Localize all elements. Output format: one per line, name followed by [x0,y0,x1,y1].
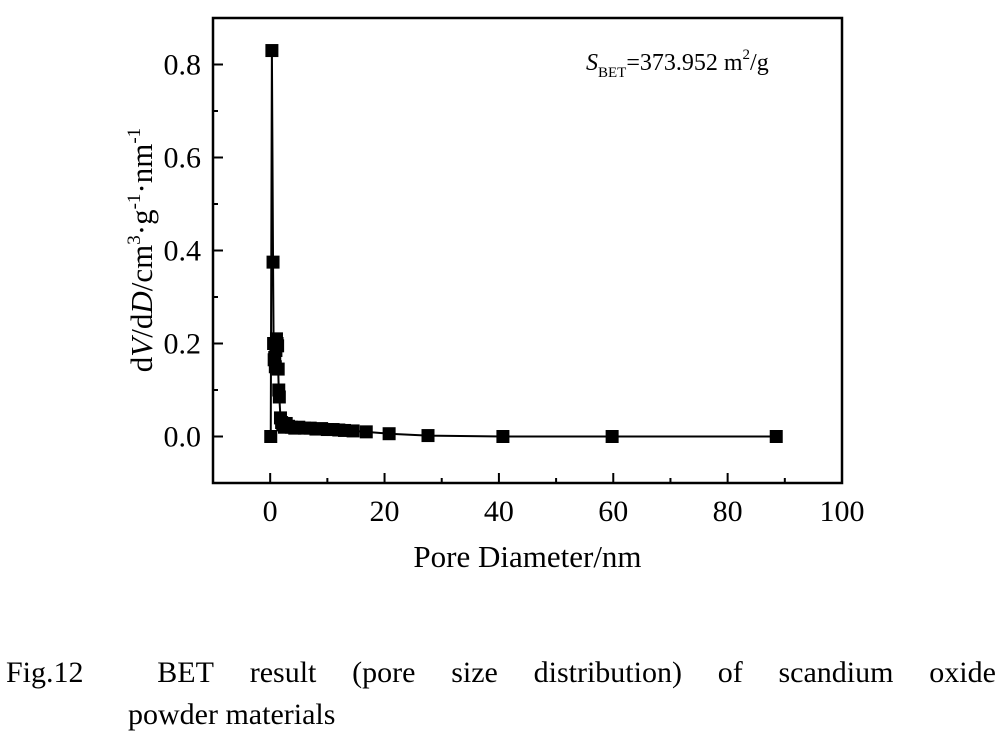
data-point [359,425,373,439]
caption-word: result [249,656,317,689]
axis-labels: 0 20 40 60 80 100 0.0 0.2 0.4 0.6 0.8 [164,49,865,529]
figure-caption: Fig.12 BET result (pore size distribution) of… [6,652,996,736]
data-point [265,44,279,58]
data-point [382,427,396,441]
caption-word: of [717,656,743,689]
data-point [271,339,285,353]
y-tick-label: 0.0 [164,421,202,454]
data-point [605,430,619,443]
data-point [271,362,285,376]
caption-word: distribution) [533,656,682,689]
x-tick-label: 0 [263,495,278,528]
pore-size-chart: 0 20 40 60 80 100 0.0 0.2 0.4 0.6 0.8 SBET=373.952… [124,16,865,574]
caption-label: Fig.12 [6,656,84,689]
x-tick-label: 100 [820,495,865,528]
caption-word: scandium [778,656,894,689]
data-point [769,430,783,443]
bet-annotation: SBET=373.952 m2/g [586,47,769,81]
caption-word: oxide [929,656,996,689]
y-tick-label: 0.8 [164,49,202,82]
caption-line-1: Fig.12 BET result (pore size distribution) of… [6,652,996,694]
y-tick-label: 0.4 [164,235,202,268]
data-series [264,44,783,443]
caption-word: BET [157,656,214,689]
caption-word: size [451,656,498,689]
data-point [496,430,510,443]
data-point [421,429,435,443]
series-line [269,50,777,438]
y-tick-label: 0.2 [164,328,202,361]
x-tick-label: 80 [713,495,743,528]
data-point [346,424,360,438]
axis-ticks [212,17,843,484]
x-tick-label: 40 [484,495,514,528]
y-tick-label: 0.6 [164,142,202,175]
x-axis-title: Pore Diameter/nm [413,539,641,574]
data-point [266,255,280,269]
x-tick-label: 20 [370,495,400,528]
plot-frame [211,16,844,485]
caption-word: (pore [352,656,416,689]
x-tick-label: 60 [598,495,628,528]
data-point [272,390,286,404]
y-axis-title: dV/dD/cm3·g-1·nm-1 [124,128,159,372]
caption-line-2: powder materials [128,698,336,731]
data-point [264,430,278,443]
